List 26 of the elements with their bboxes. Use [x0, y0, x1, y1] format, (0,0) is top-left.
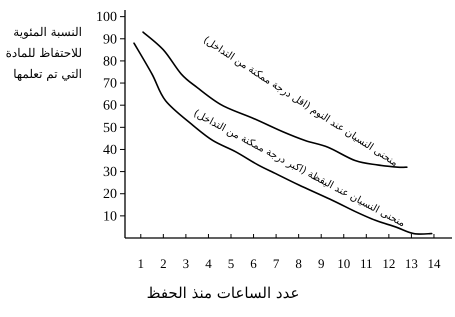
x-tick-label: 6	[250, 256, 258, 271]
y-tick-label: 70	[103, 76, 117, 92]
x-tick-label: 4	[205, 256, 212, 271]
x-tick-label: 1	[138, 256, 144, 271]
y-tick-label: 10	[103, 209, 117, 224]
y-tick-label: 90	[103, 32, 117, 48]
x-tick-label: 8	[295, 256, 302, 271]
x-axis-title: عدد الساعات منذ الحفظ	[146, 284, 300, 302]
y-axis-title: النسبة المئوية للاحتفاظ للمادة التي تم تعلمها	[4, 24, 82, 83]
y-tick-label: 40	[103, 142, 117, 158]
y-tick-label: 100	[96, 10, 117, 26]
y-tick-label: 50	[103, 120, 117, 136]
x-tick-label: 10	[337, 256, 350, 271]
x-tick-label: 13	[404, 256, 418, 271]
x-tick-label: 14	[427, 256, 441, 271]
x-tick-label: 2	[160, 256, 167, 271]
x-tick-label: 9	[318, 256, 324, 271]
y-tick-label: 80	[103, 54, 117, 70]
x-tick-label: 12	[382, 256, 396, 271]
x-tick-label: 5	[228, 256, 234, 271]
x-tick-label: 7	[272, 256, 280, 271]
y-tick-label: 30	[103, 165, 117, 180]
x-tick-label: 3	[182, 256, 190, 271]
y-tick-label: 60	[103, 98, 117, 114]
y-tick-label: 20	[103, 187, 117, 202]
x-tick-label: 11	[360, 256, 373, 271]
